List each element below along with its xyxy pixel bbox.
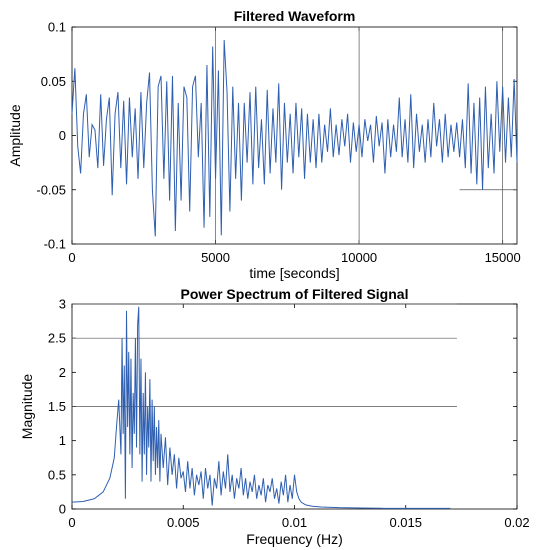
y-tick-label: 1 bbox=[59, 433, 66, 448]
y-tick-label: 0.5 bbox=[48, 467, 66, 482]
x-axis-label-2: Frequency (Hz) bbox=[246, 531, 342, 547]
y-axis-label-1: Amplitude bbox=[7, 104, 23, 166]
y-tick-label: 2.5 bbox=[48, 331, 66, 346]
chart-title-1: Filtered Waveform bbox=[234, 8, 356, 24]
x-tick-label: 0.005 bbox=[167, 515, 200, 530]
y-tick-label: 3 bbox=[59, 297, 66, 312]
y-axis-label-2: Magnitude bbox=[19, 374, 35, 440]
y-tick-label: 0.05 bbox=[41, 74, 66, 89]
x-tick-label: 0 bbox=[68, 250, 75, 265]
x-tick-label: 5000 bbox=[201, 250, 230, 265]
y-tick-label: 0.1 bbox=[48, 20, 66, 35]
chart-title-2: Power Spectrum of Filtered Signal bbox=[181, 286, 409, 302]
x-tick-label: 0.015 bbox=[389, 515, 422, 530]
x-tick-label: 10000 bbox=[341, 250, 377, 265]
x-axis-label-1: time [seconds] bbox=[249, 265, 339, 281]
x-tick-label: 0.02 bbox=[504, 515, 529, 530]
y-tick-label: 0 bbox=[59, 128, 66, 143]
x-tick-label: 15000 bbox=[485, 250, 521, 265]
y-tick-label: 0 bbox=[59, 502, 66, 517]
y-tick-label: 1.5 bbox=[48, 399, 66, 414]
y-tick-label: -0.1 bbox=[44, 237, 66, 252]
filtered-waveform-chart: Filtered Waveform time [seconds] Amplitu… bbox=[7, 8, 521, 281]
series-line-spectrum bbox=[71, 306, 451, 509]
y-tick-label: -0.05 bbox=[36, 182, 66, 197]
y-tick-label: 2 bbox=[59, 365, 66, 380]
x-tick-label: 0 bbox=[68, 515, 75, 530]
series-line-waveform bbox=[71, 39, 518, 237]
x-tick-label: 0.01 bbox=[282, 515, 307, 530]
power-spectrum-chart: Power Spectrum of Filtered Signal Freque… bbox=[19, 286, 530, 547]
